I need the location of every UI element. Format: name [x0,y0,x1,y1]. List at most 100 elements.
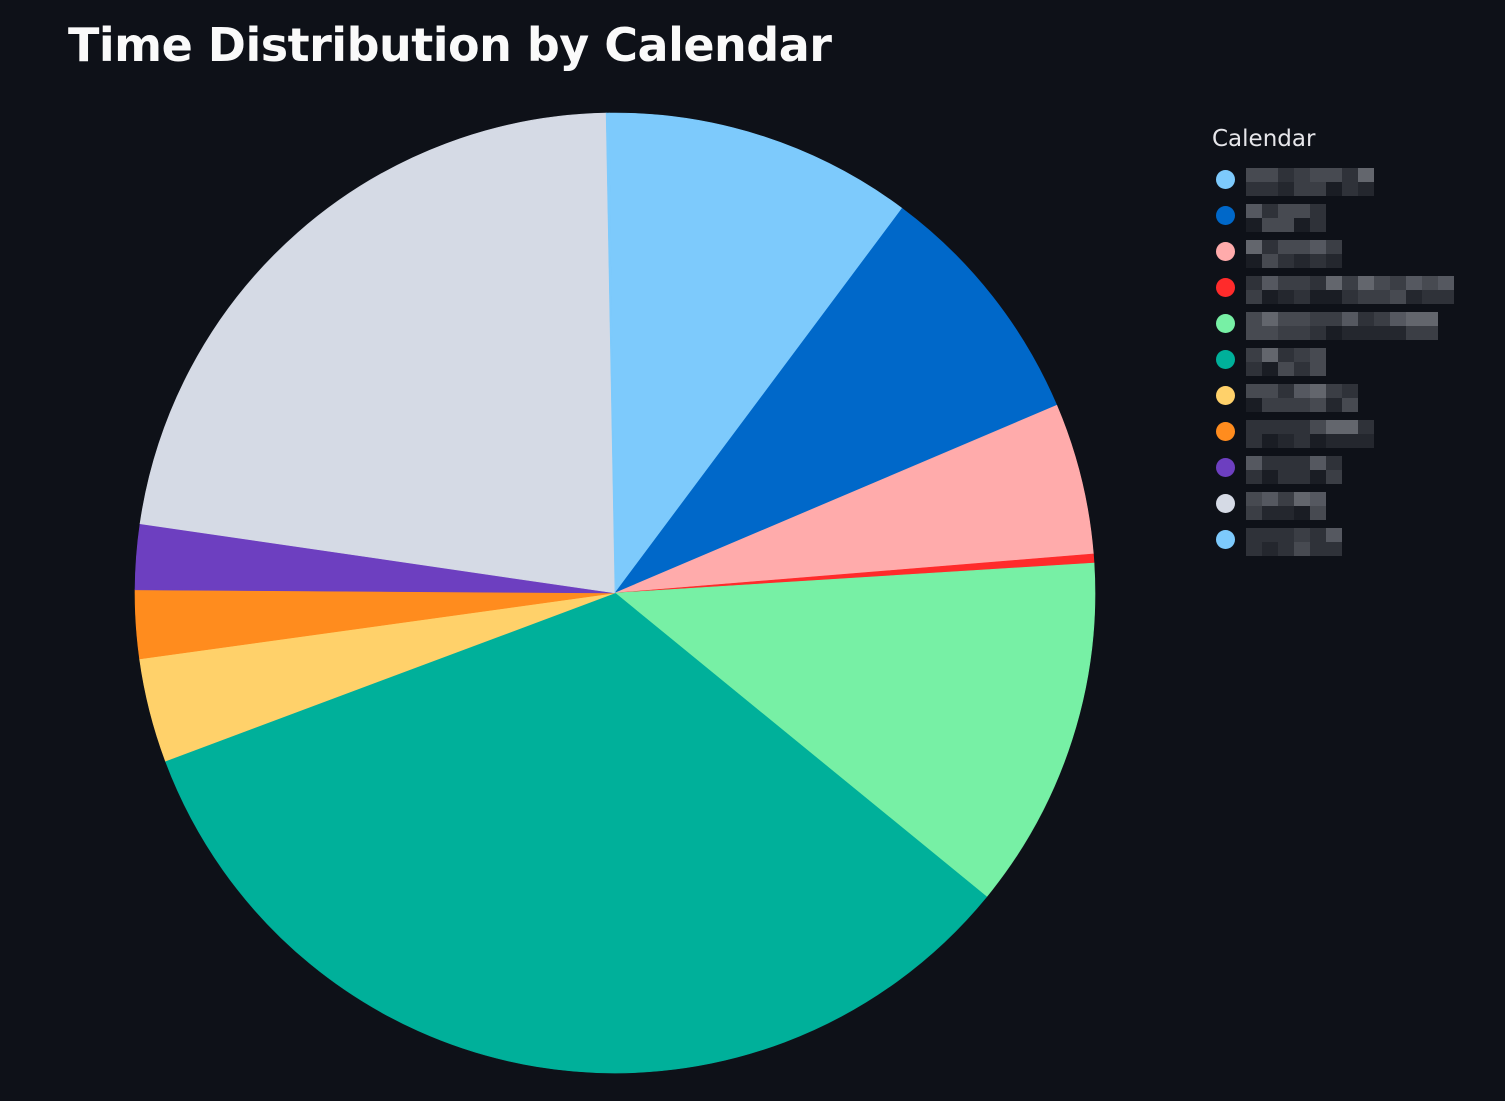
pie-slice-5[interactable] [614,562,1096,898]
redaction-pixel [1262,276,1278,290]
redaction-pixel [1390,276,1406,290]
redaction-pixel [1262,420,1278,434]
redaction-pixel [1246,276,1262,290]
redaction-pixel [1246,384,1262,398]
redaction-pixel [1294,348,1310,362]
redaction-pixel [1262,254,1278,268]
redaction-pixel [1262,456,1278,470]
redaction-pixel [1294,398,1310,412]
legend-marker-3 [1216,242,1235,261]
redaction-pixel [1278,204,1294,218]
legend-item-4[interactable] [1212,270,1492,306]
legend-item-8[interactable] [1212,414,1492,450]
pie-slices [134,112,1096,1074]
legend-item-2[interactable] [1212,198,1492,234]
redaction-pixel [1278,384,1294,398]
legend-item-1[interactable] [1212,162,1492,198]
redaction-pixel [1310,312,1326,326]
redaction-pixel [1262,240,1278,254]
redaction-pixel [1310,326,1326,340]
pie-slice-11[interactable] [605,112,616,594]
legend-label-redacted [1246,384,1358,412]
redaction-pixel [1278,492,1294,506]
pie-slice-6[interactable] [165,592,988,1074]
pie-slice-2[interactable] [614,207,1058,594]
redaction-pixel [1262,326,1278,340]
redaction-pixel [1438,276,1454,290]
legend-item-6[interactable] [1212,342,1492,378]
legend-label-redacted [1246,204,1326,232]
legend-item-5[interactable] [1212,306,1492,342]
redaction-pixel [1278,290,1294,304]
redaction-pixel [1294,290,1310,304]
legend-marker-4 [1216,278,1235,297]
redaction-pixel [1374,276,1390,290]
legend-label-redacted [1246,348,1326,376]
redaction-pixel [1310,348,1326,362]
redaction-pixel [1326,182,1342,196]
legend: Calendar [1212,124,1492,558]
redaction-pixel [1310,240,1326,254]
redaction-pixel [1310,290,1326,304]
redaction-pixel [1246,290,1262,304]
redaction-pixel [1294,312,1310,326]
redaction-pixel [1246,348,1262,362]
redaction-pixel [1374,326,1390,340]
redaction-pixel [1326,420,1342,434]
redaction-pixel [1310,204,1326,218]
redaction-pixel [1294,542,1310,556]
redaction-pixel [1262,312,1278,326]
redaction-pixel [1246,168,1262,182]
legend-item-7[interactable] [1212,378,1492,414]
legend-marker-10 [1216,494,1235,513]
redaction-pixel [1262,204,1278,218]
pie-slice-1[interactable] [608,112,903,594]
legend-label-redacted [1246,420,1374,448]
redaction-pixel [1246,218,1262,232]
redaction-pixel [1326,240,1342,254]
redaction-pixel [1422,326,1438,340]
legend-item-11[interactable] [1212,522,1492,558]
legend-marker-11 [1216,530,1235,549]
redaction-pixel [1326,434,1342,448]
redaction-pixel [1310,384,1326,398]
redaction-pixel [1246,182,1262,196]
redaction-pixel [1278,240,1294,254]
redaction-pixel [1262,218,1278,232]
redaction-pixel [1278,312,1294,326]
redaction-pixel [1246,434,1262,448]
redaction-pixel [1310,528,1326,542]
redaction-pixel [1406,276,1422,290]
legend-item-10[interactable] [1212,486,1492,522]
redaction-pixel [1358,168,1374,182]
redaction-pixel [1262,290,1278,304]
redaction-pixel [1278,420,1294,434]
redaction-pixel [1310,398,1326,412]
redaction-pixel [1278,456,1294,470]
redaction-pixel [1294,434,1310,448]
legend-marker-2 [1216,206,1235,225]
redaction-pixel [1406,326,1422,340]
redaction-pixel [1262,348,1278,362]
redaction-pixel [1294,326,1310,340]
redaction-pixel [1294,470,1310,484]
legend-item-3[interactable] [1212,234,1492,270]
redaction-pixel [1310,456,1326,470]
redaction-pixel [1278,506,1294,520]
redaction-pixel [1310,434,1326,448]
redaction-pixel [1246,542,1262,556]
chart-title: Time Distribution by Calendar [68,18,832,72]
legend-item-9[interactable] [1212,450,1492,486]
redaction-pixel [1390,290,1406,304]
redaction-pixel [1326,290,1342,304]
redaction-pixel [1246,326,1262,340]
pie-slice-10[interactable] [139,112,616,594]
pie-slice-3[interactable] [614,404,1094,594]
redaction-pixel [1246,398,1262,412]
redaction-pixel [1422,290,1438,304]
redaction-pixel [1278,528,1294,542]
redaction-pixel [1262,434,1278,448]
redaction-pixel [1262,182,1278,196]
redaction-pixel [1358,182,1374,196]
